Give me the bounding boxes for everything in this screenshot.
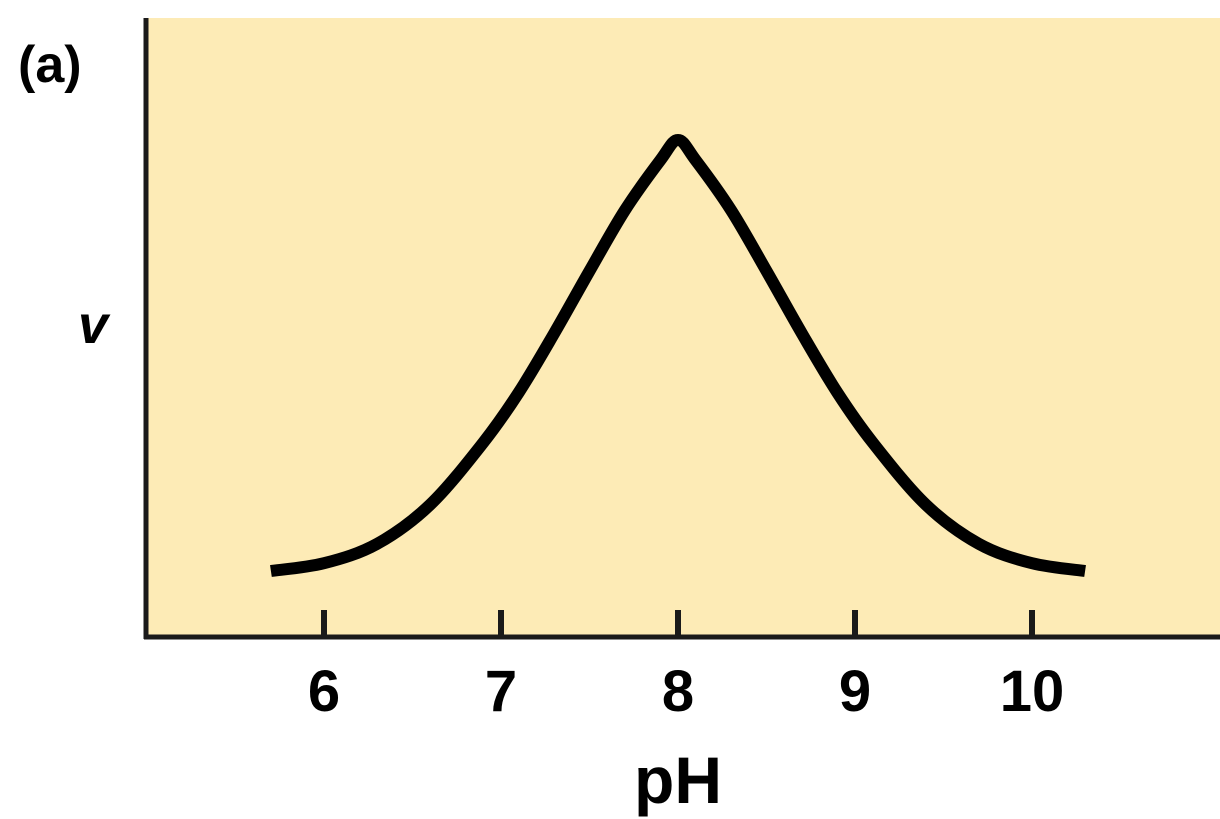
- x-tick-label-6: 6: [308, 659, 340, 724]
- x-tick-label-10: 10: [1000, 659, 1065, 724]
- series-line-0: [270, 134, 1086, 577]
- x-tick-label-7: 7: [485, 659, 517, 724]
- curve-layer: [270, 134, 1086, 577]
- x-axis-label: pH: [634, 743, 722, 817]
- panel-label: (a): [18, 36, 82, 94]
- y-axis-label: v: [78, 295, 111, 355]
- plot-area: [146, 18, 1220, 637]
- x-tick-label-9: 9: [839, 659, 871, 724]
- x-ticks: 6 7 8 9 10: [308, 610, 1064, 724]
- x-tick-label-8: 8: [662, 659, 694, 724]
